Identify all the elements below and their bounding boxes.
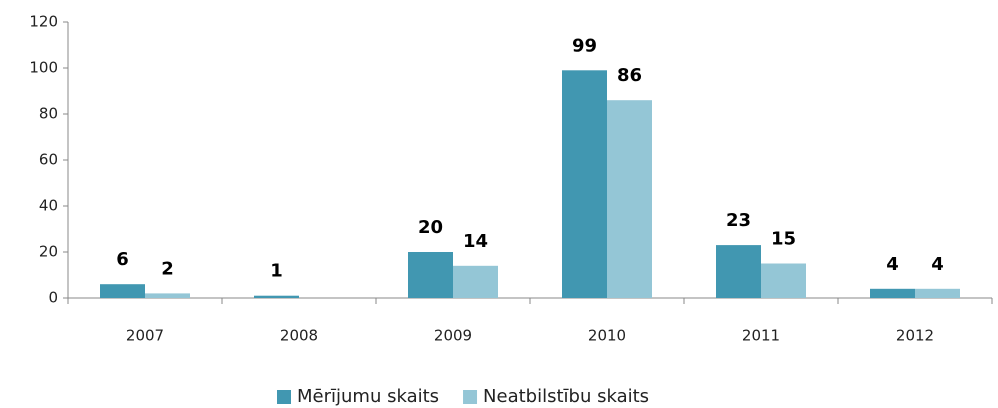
bar: [453, 265, 498, 298]
legend-swatch: [277, 390, 291, 404]
data-label: 4: [886, 254, 899, 275]
y-tick-label: 80: [39, 105, 58, 123]
legend-label: Neatbilstību skaits: [483, 386, 649, 407]
data-label: 6: [116, 249, 129, 270]
bar: [870, 288, 915, 298]
data-label: 20: [418, 217, 443, 238]
y-tick-label: 40: [39, 197, 58, 215]
y-tick-label: 20: [39, 243, 58, 261]
bar: [562, 70, 607, 298]
legend-swatch: [463, 390, 478, 404]
data-label: 23: [726, 210, 751, 231]
data-label: 99: [572, 35, 597, 56]
bar: [145, 293, 190, 298]
x-tick-label: 2008: [280, 327, 318, 345]
bar: [716, 245, 761, 298]
y-tick-label: 0: [48, 289, 58, 307]
data-label: 14: [463, 231, 488, 252]
y-tick-label: 120: [29, 13, 58, 31]
bar: [100, 284, 145, 298]
x-tick-label: 2011: [742, 327, 780, 345]
legend-label: Mērījumu skaits: [297, 386, 439, 407]
bar: [607, 100, 652, 298]
y-tick-label: 100: [29, 59, 58, 77]
data-label: 2: [161, 258, 174, 279]
bar: [254, 295, 299, 298]
x-tick-label: 2010: [588, 327, 626, 345]
x-tick-label: 2009: [434, 327, 472, 345]
data-label: 15: [771, 229, 796, 250]
bar: [915, 288, 960, 298]
x-tick-label: 2007: [126, 327, 164, 345]
x-tick-label: 2012: [896, 327, 934, 345]
y-tick-label: 60: [39, 151, 58, 169]
data-label: 1: [270, 261, 283, 282]
data-label: 86: [617, 65, 642, 86]
data-label: 4: [931, 254, 944, 275]
bar: [761, 263, 806, 298]
bar: [408, 252, 453, 298]
